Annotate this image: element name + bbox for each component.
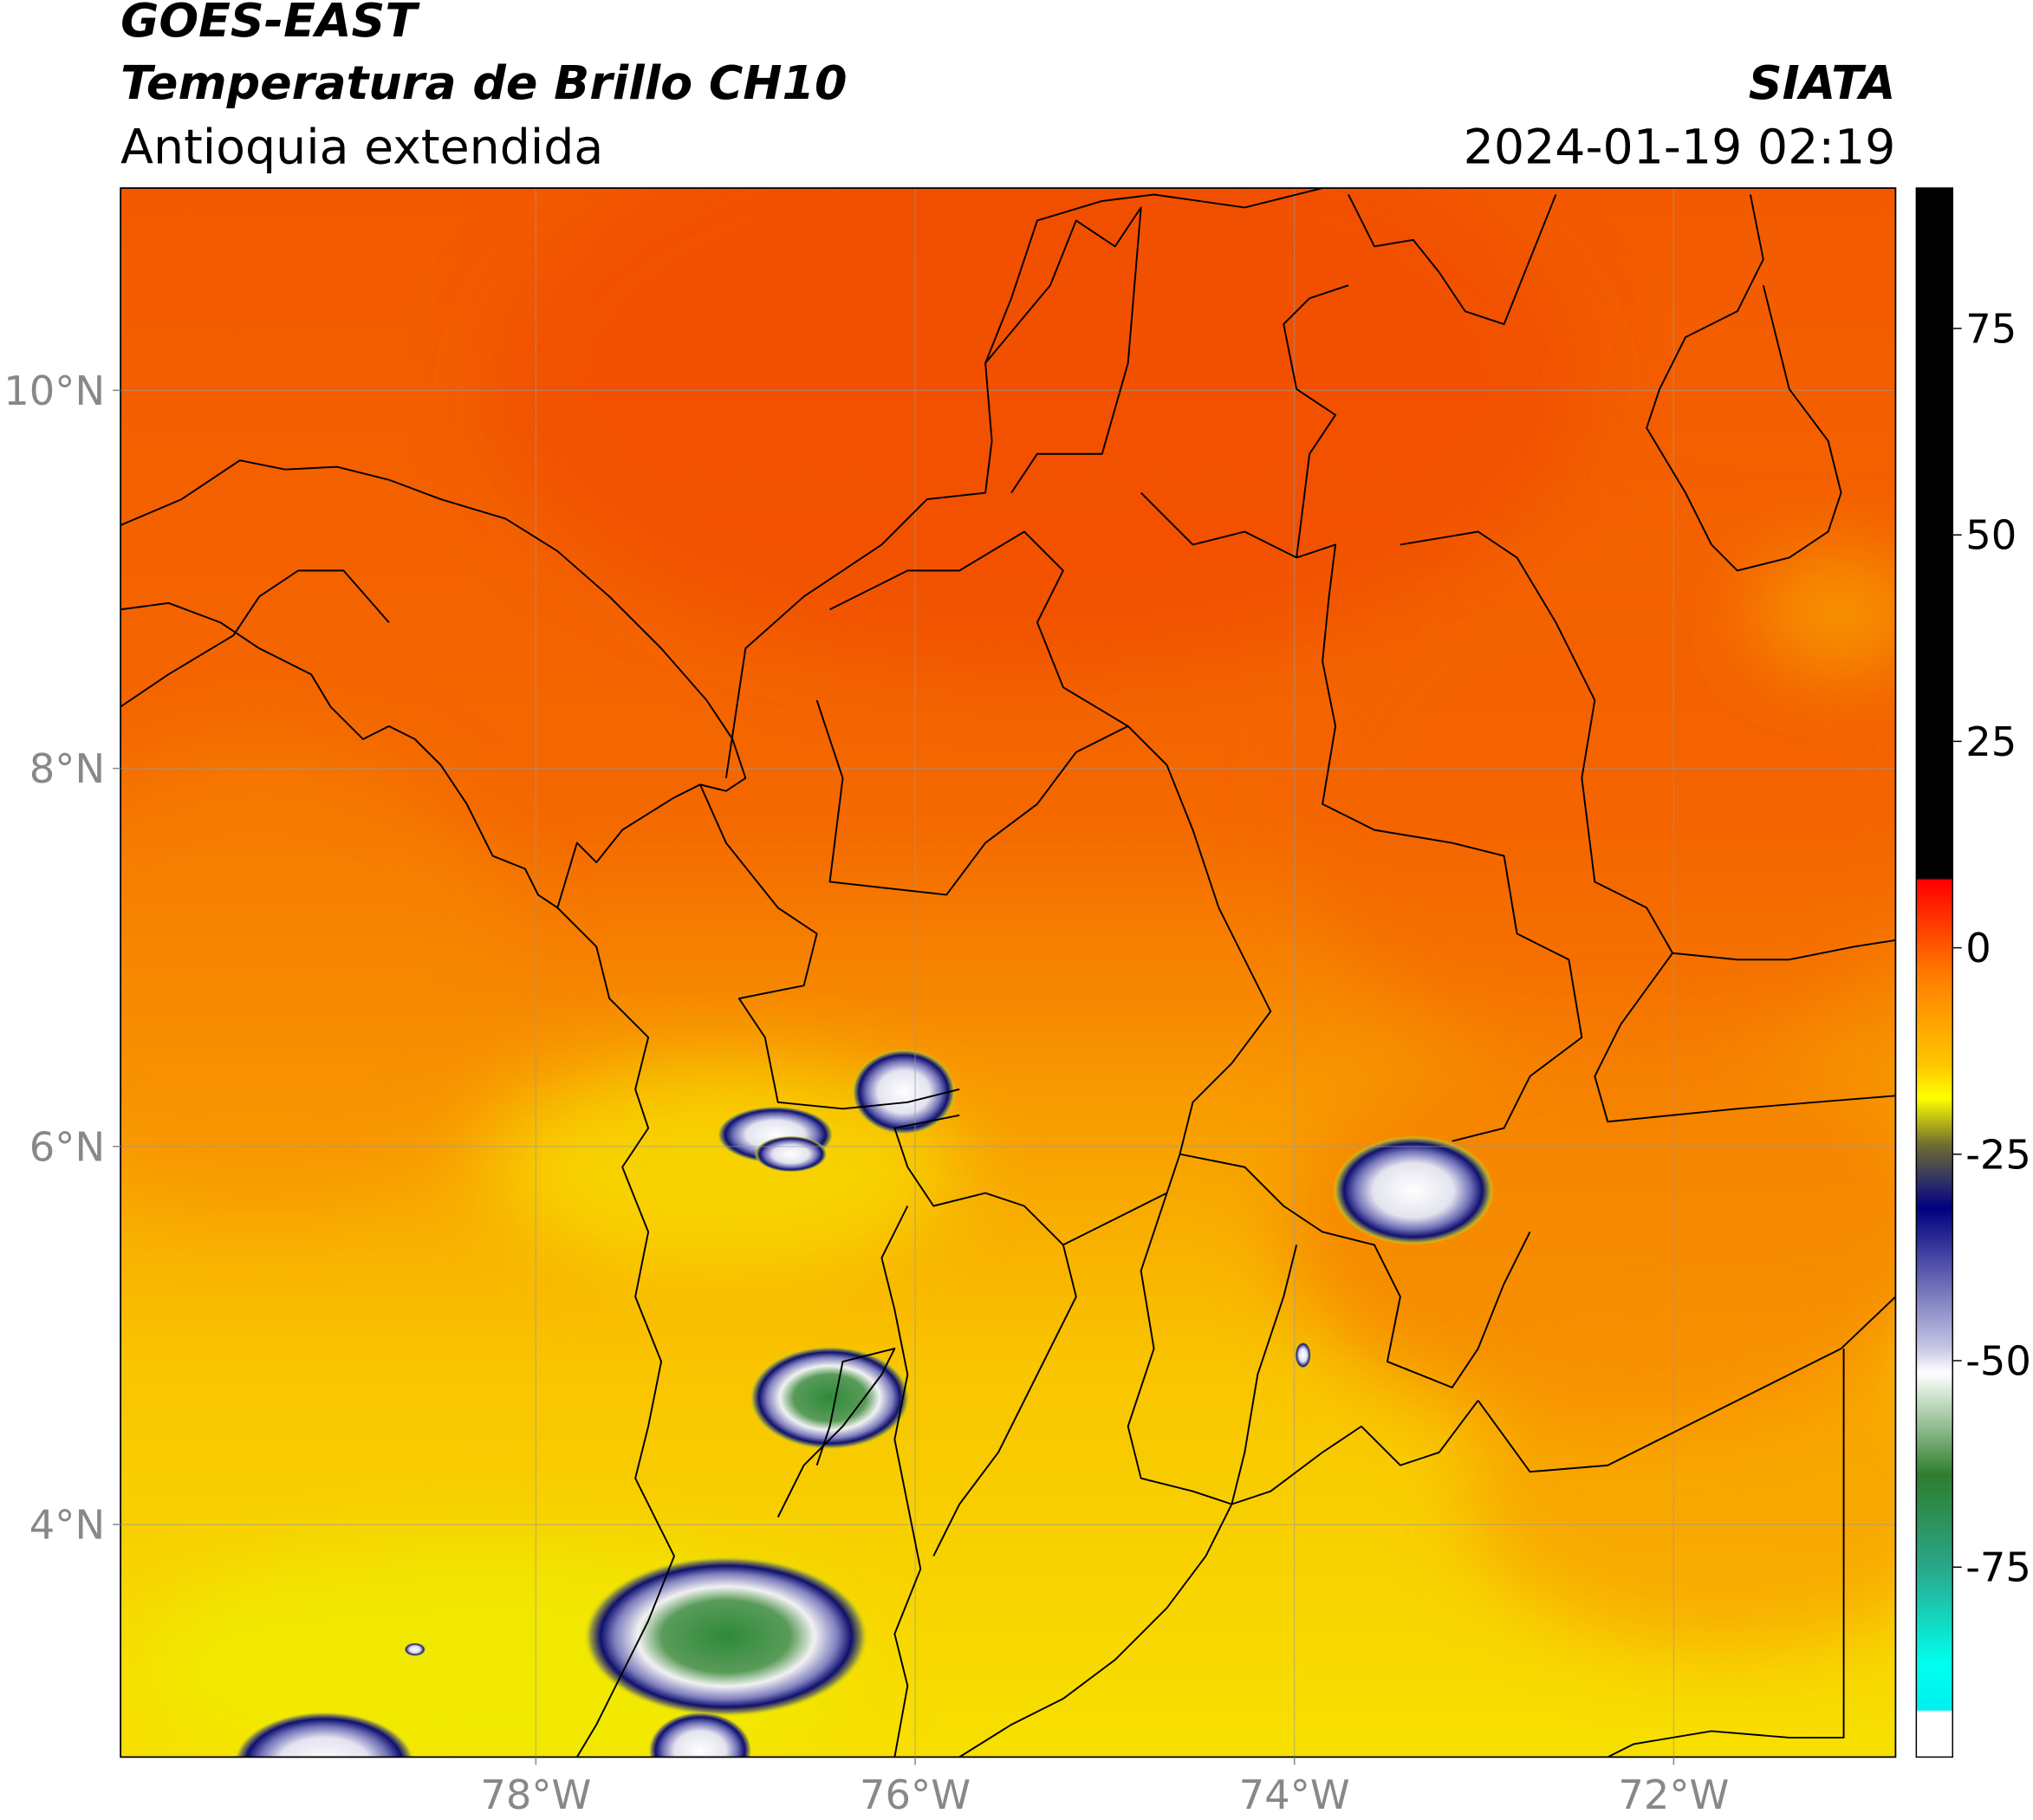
map-image — [120, 188, 1896, 1758]
y-tick-label: 4°N — [29, 1502, 105, 1549]
y-tick-label: 10°N — [3, 367, 105, 414]
x-tick-label: 74°W — [1239, 1771, 1350, 1818]
map-frame — [120, 187, 1897, 1758]
borders — [120, 188, 1896, 1758]
colorbar-tick-label: 25 — [1965, 718, 2017, 765]
x-tick-label: 72°W — [1618, 1771, 1729, 1818]
colorbar-tick-label: 75 — [1965, 305, 2017, 352]
title-region: Antioquia extendida — [120, 120, 603, 176]
colorbar-tick-label: 0 — [1965, 925, 1991, 972]
x-tick-label: 76°W — [860, 1771, 971, 1818]
y-tick-label: 6°N — [29, 1123, 105, 1170]
y-tick-label: 8°N — [29, 745, 105, 792]
title-satellite: GOES-EAST — [120, 0, 420, 48]
colorbar-tick-label: -50 — [1965, 1337, 2031, 1384]
colorbar-tick-label: -25 — [1965, 1131, 2031, 1178]
title-product: Temperatura de Brillo CH10 — [120, 55, 847, 110]
colorbar-tick-label: -75 — [1965, 1544, 2031, 1591]
datetime: 2024-01-19 02:19 — [1464, 120, 1896, 176]
colorbar — [1915, 187, 1953, 1758]
x-tick-label: 78°W — [480, 1771, 591, 1818]
colorbar-tick-label: 50 — [1965, 512, 2017, 559]
source: SIATA — [1749, 55, 1896, 110]
